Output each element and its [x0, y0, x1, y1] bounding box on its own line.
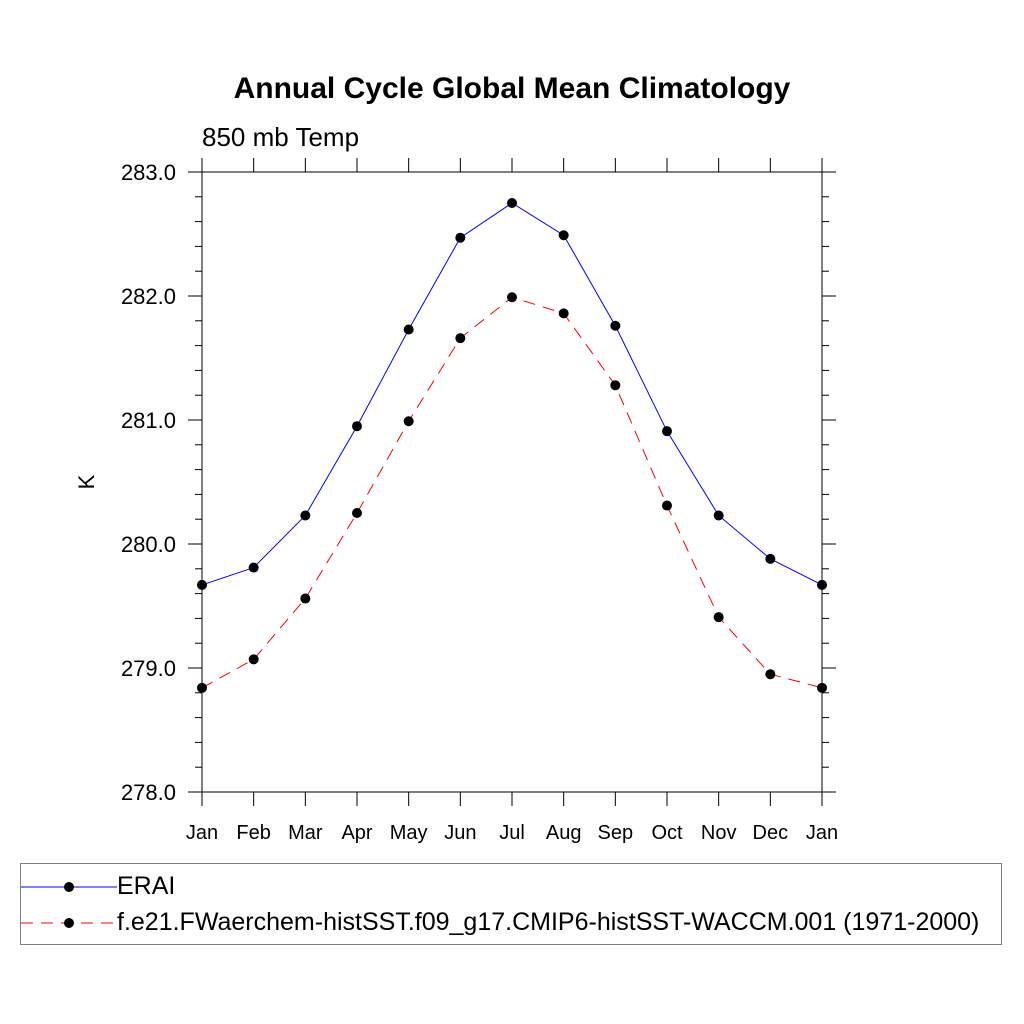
- y-tick-label: 278.0: [121, 780, 176, 805]
- legend-item-model: f.e21.FWaerchem-histSST.f09_g17.CMIP6-hi…: [21, 904, 1001, 940]
- series-layer: [197, 198, 827, 693]
- x-tick-label: Oct: [651, 822, 683, 844]
- data-point: [558, 308, 569, 319]
- data-point: [817, 579, 827, 590]
- data-point: [610, 380, 621, 391]
- x-tick-label: Jul: [499, 822, 525, 844]
- legend-line-erai: [21, 882, 117, 892]
- data-point: [817, 682, 827, 693]
- legend-item-erai: ERAI: [21, 868, 1001, 904]
- data-point: [248, 654, 259, 665]
- data-point: [197, 579, 207, 590]
- y-tick-labels: 278.0 279.0 280.0 281.0 282.0 283.0: [121, 160, 176, 805]
- data-point: [300, 510, 311, 521]
- data-point: [713, 612, 724, 623]
- data-point: [300, 593, 311, 604]
- series-model: [197, 292, 827, 693]
- x-tick-label: Aug: [546, 822, 582, 844]
- axis-ticks: [188, 158, 836, 806]
- chart-title: Annual Cycle Global Mean Climatology: [233, 72, 791, 105]
- data-point: [765, 553, 776, 564]
- series-line: [201, 202, 823, 586]
- data-point: [765, 669, 776, 680]
- chart-subtitle: 850 mb Temp: [202, 122, 360, 152]
- series-erai: [197, 198, 827, 590]
- data-point: [403, 324, 414, 335]
- data-point: [197, 682, 207, 693]
- legend-line-model: [21, 918, 117, 928]
- data-point: [610, 320, 621, 331]
- data-point: [455, 333, 466, 344]
- x-tick-label: Jan: [186, 822, 218, 844]
- data-point: [352, 508, 362, 518]
- line-chart: 278.0 279.0 280.0 281.0 282.0 283.0 Jan Feb Mar…: [74, 158, 838, 844]
- data-point: [507, 198, 517, 208]
- y-tick-label: 283.0: [121, 160, 176, 185]
- data-point: [662, 426, 672, 437]
- data-point: [662, 500, 672, 511]
- y-tick-label: 281.0: [121, 408, 176, 433]
- plot-frame: [201, 171, 823, 793]
- data-point: [455, 232, 466, 243]
- x-tick-label: Feb: [236, 822, 270, 844]
- data-point: [507, 292, 517, 303]
- data-point: [713, 510, 724, 521]
- x-tick-labels: Jan Feb Mar Apr May Jun Jul Aug Sep Oct Nov Dec Jan: [186, 822, 838, 844]
- y-tick-label: 280.0: [121, 532, 176, 557]
- x-tick-label: Dec: [753, 822, 789, 844]
- y-tick-label: 279.0: [121, 656, 176, 681]
- data-point: [248, 562, 259, 573]
- legend: ERAI f.e21.FWaerchem-histSST.f09_g17.CMI…: [20, 863, 1002, 945]
- data-point: [558, 230, 569, 241]
- legend-label-model: f.e21.FWaerchem-histSST.f09_g17.CMIP6-hi…: [117, 908, 980, 936]
- series-line: [201, 296, 823, 689]
- x-tick-label: Mar: [288, 822, 323, 844]
- data-point: [352, 421, 362, 432]
- x-tick-label: Jan: [806, 822, 838, 844]
- x-tick-label: Nov: [701, 822, 737, 844]
- x-tick-label: Jun: [444, 822, 476, 844]
- x-tick-label: May: [390, 822, 428, 844]
- y-tick-label: 282.0: [121, 284, 176, 309]
- x-tick-label: Sep: [598, 822, 634, 844]
- data-point: [403, 416, 414, 427]
- y-axis-label: K: [74, 474, 99, 489]
- x-tick-label: Apr: [341, 822, 372, 844]
- legend-label-erai: ERAI: [117, 872, 176, 900]
